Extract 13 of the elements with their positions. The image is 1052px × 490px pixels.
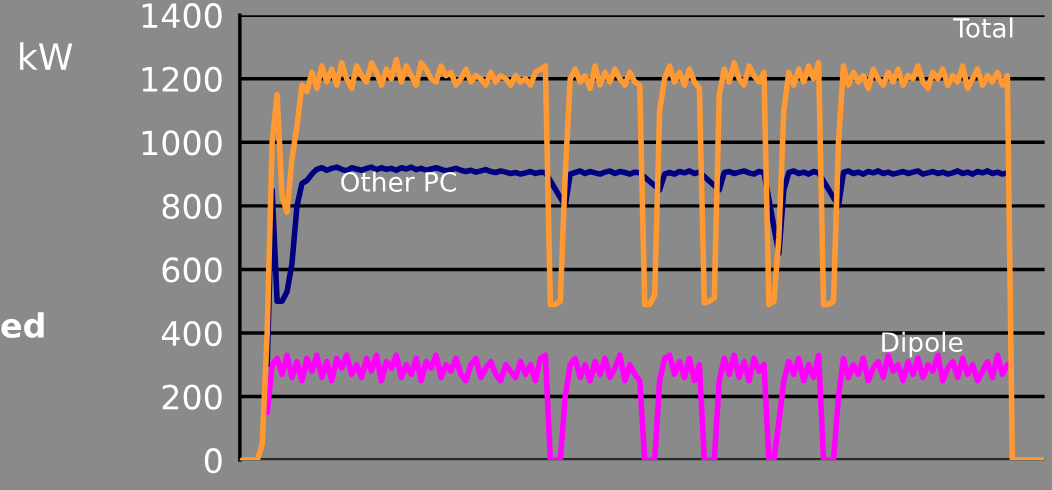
y-tick-label: 1000 [142,130,222,156]
y-tick-label: 800 [162,193,222,220]
series-label: Other PC [341,171,456,192]
y-tick-label: 600 [162,257,222,283]
y-tick-label: 1200 [142,66,222,92]
series-label: Total [953,17,1013,38]
text: ed [1,312,44,338]
y-tick-label: 1400 [142,3,222,29]
y-tick-label: 200 [162,384,222,410]
y-tick-label: 0 [204,448,222,474]
series-label: Dipole [882,331,963,358]
y-axis-title: kW [20,42,73,70]
y-tick-label: 400 [161,320,222,347]
